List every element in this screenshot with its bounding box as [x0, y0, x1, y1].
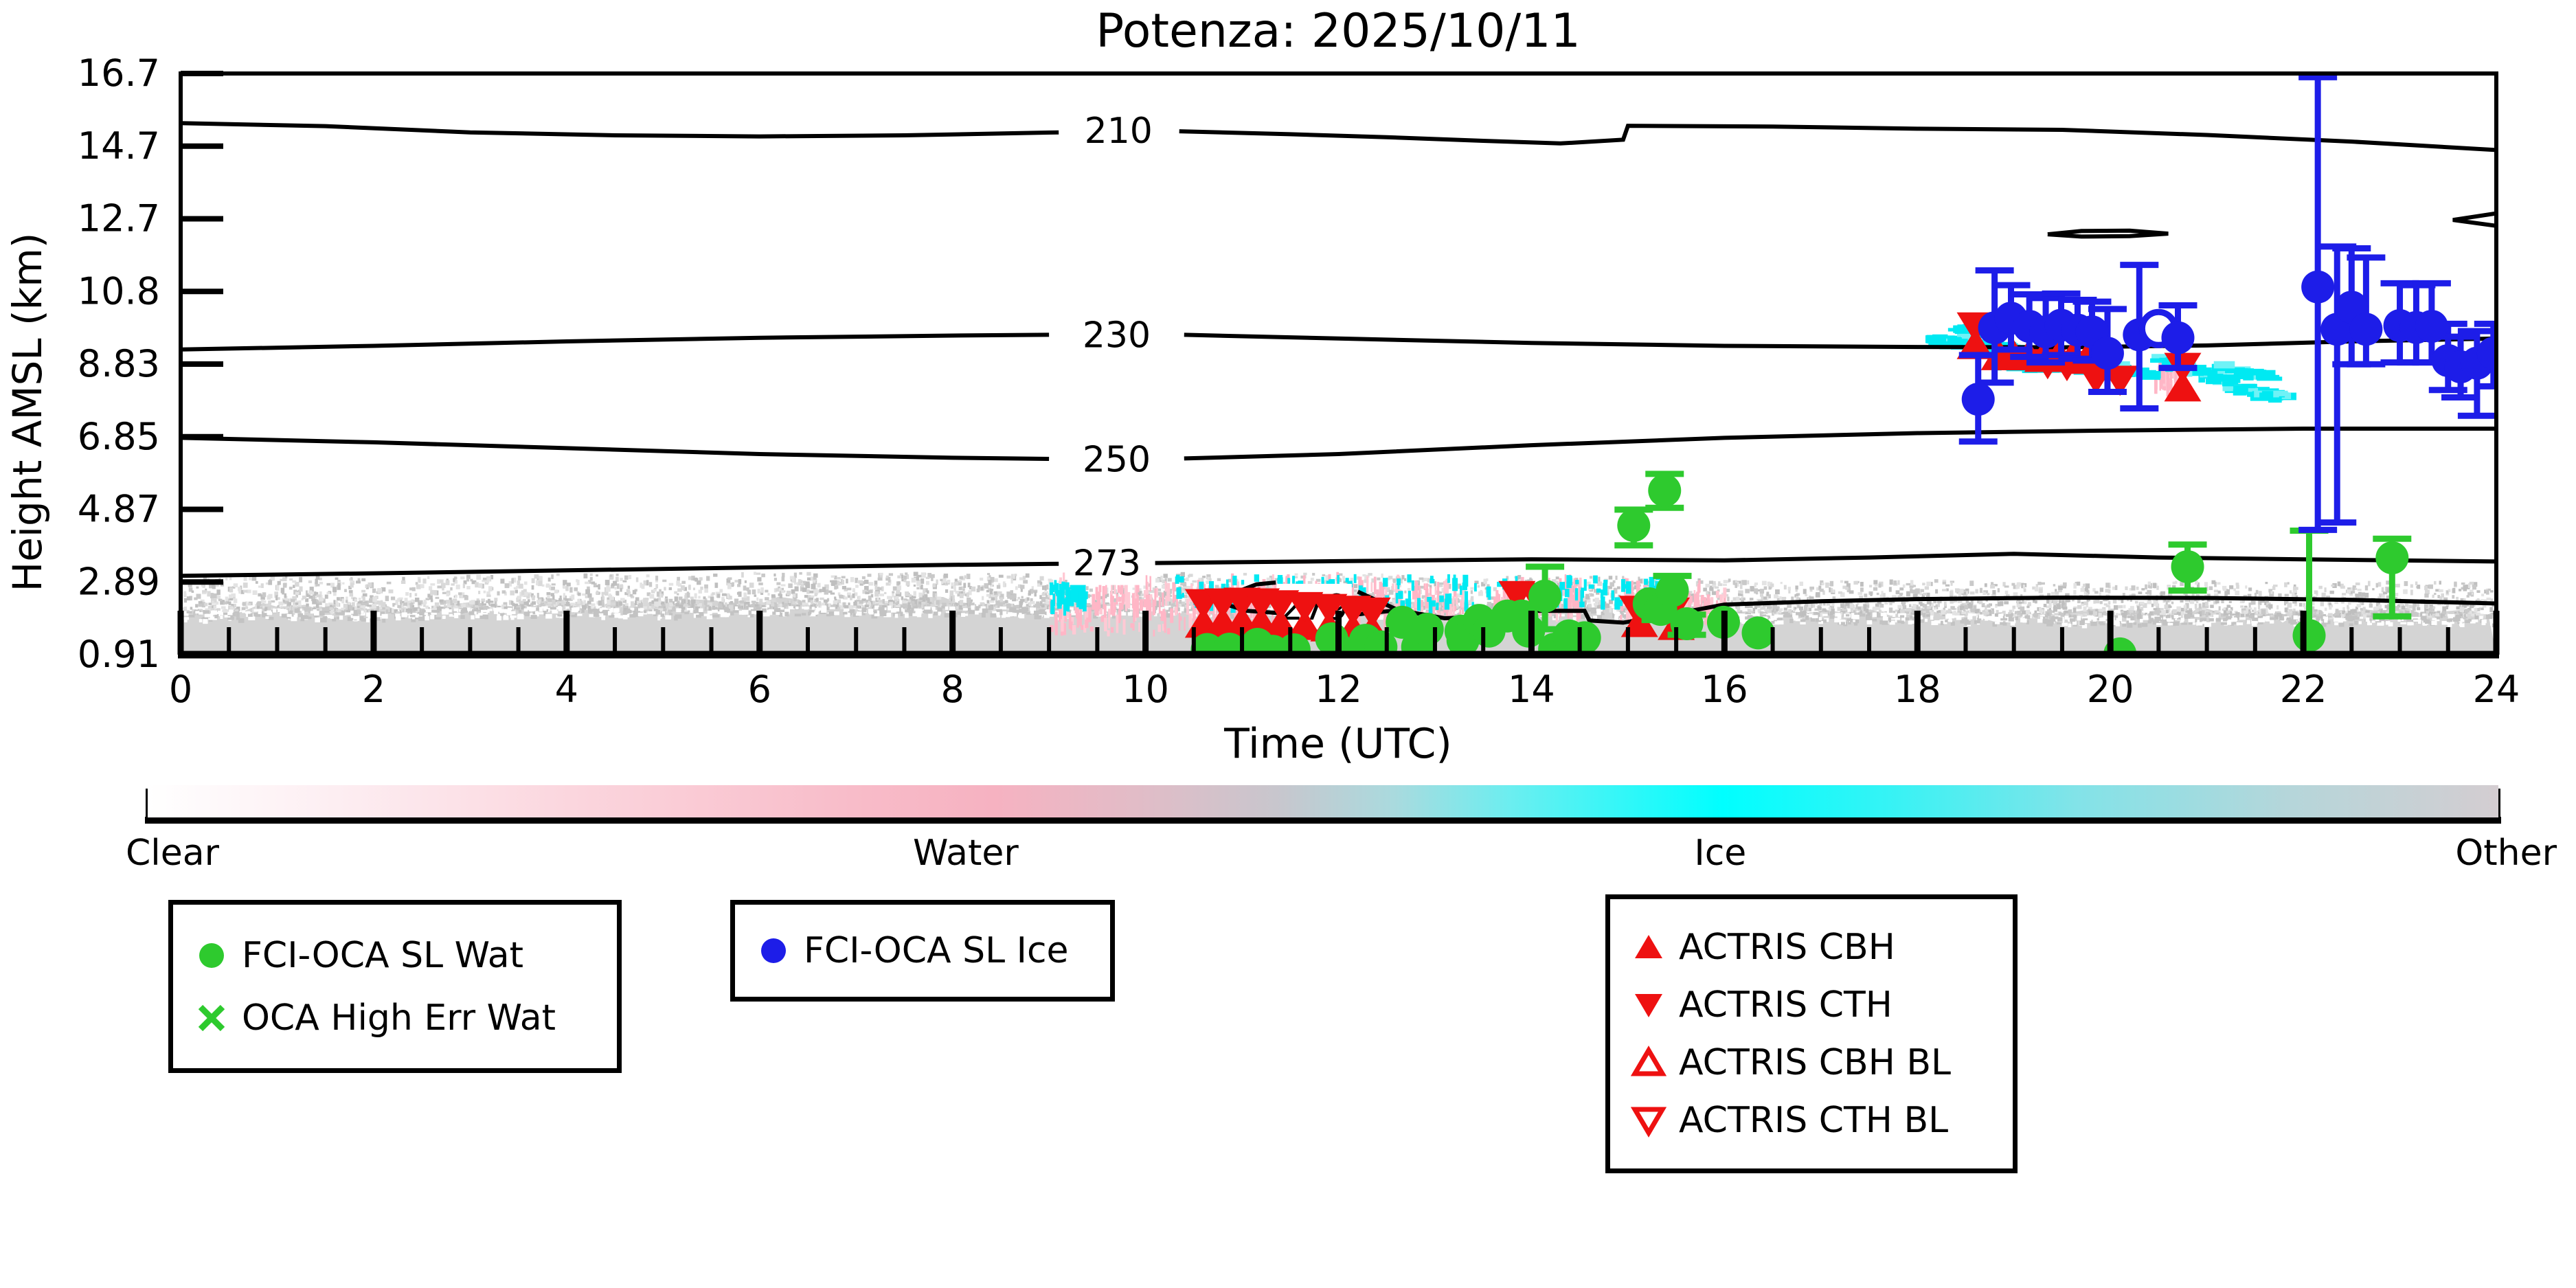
colorbar-label-clear: Clear: [126, 833, 219, 874]
cth-bl-triangle-icon: [1631, 1103, 1667, 1138]
legend-item-label: ACTRIS CTH BL: [1679, 1100, 1949, 1141]
cbh-triangle-icon: [1631, 929, 1667, 965]
legend-item-label: FCI-OCA SL Ice: [804, 930, 1069, 971]
legend-item: OCA High Err Wat: [194, 986, 596, 1049]
legend-item-label: FCI-OCA SL Wat: [242, 934, 523, 976]
legend-item-label: ACTRIS CTH: [1679, 984, 1893, 1026]
legend-item: ACTRIS CTH BL: [1631, 1092, 1992, 1149]
chart-title: Potenza: 2025/10/11: [1096, 4, 1581, 58]
legend-item: ACTRIS CTH: [1631, 976, 1992, 1034]
water-circle-icon: [194, 938, 229, 973]
colorbar-label-water: Water: [912, 833, 1019, 874]
legend-item: ACTRIS CBH BL: [1631, 1034, 1992, 1092]
legend-ice: FCI-OCA SL Ice: [730, 900, 1115, 1002]
legend-item: FCI-OCA SL Ice: [756, 924, 1089, 978]
ice-circle-icon: [756, 933, 791, 969]
legend-item: FCI-OCA SL Wat: [194, 924, 596, 986]
cth-triangle-icon: [1631, 987, 1667, 1023]
x-axis-title: Time (UTC): [1224, 720, 1452, 768]
colorbar: [148, 785, 2498, 817]
legend-actris: ACTRIS CBH ACTRIS CTH ACTRIS CBH BL ACTR…: [1605, 894, 2018, 1173]
colorbar-label-ice: Ice: [1694, 833, 1747, 874]
legend-item-label: ACTRIS CBH BL: [1679, 1042, 1951, 1083]
legend-item: ACTRIS CBH: [1631, 918, 1992, 976]
colorbar-label-other: Other: [2455, 833, 2557, 874]
legend-water: FCI-OCA SL Wat OCA High Err Wat: [168, 900, 622, 1073]
legend-item-label: ACTRIS CBH: [1679, 927, 1895, 968]
high-err-x-icon: [194, 1000, 229, 1036]
cbh-bl-triangle-icon: [1631, 1045, 1667, 1081]
legend-item-label: OCA High Err Wat: [242, 997, 556, 1039]
